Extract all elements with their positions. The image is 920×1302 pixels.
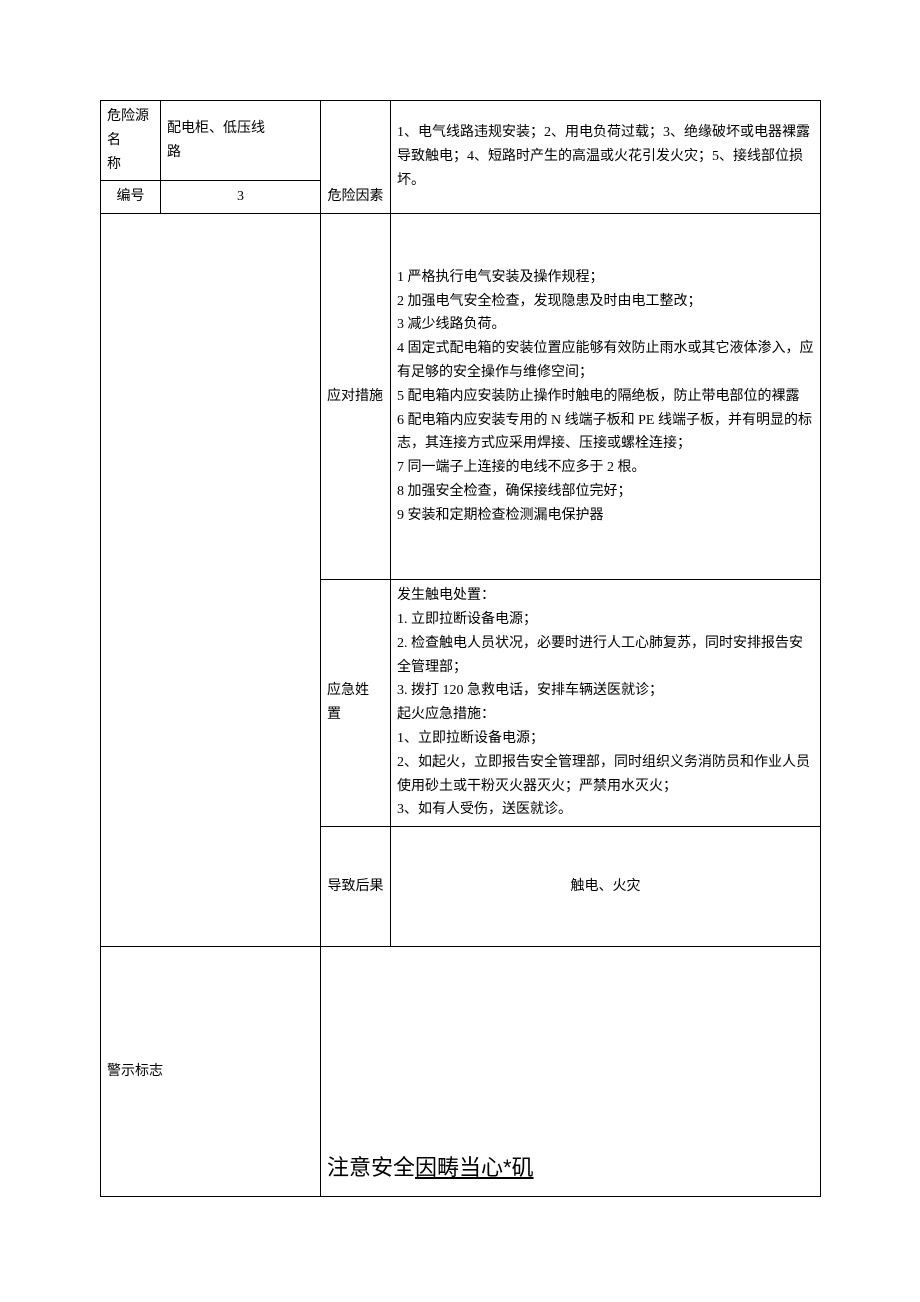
hazard-table: 危险源名 称 配电柜、低压线 路 危险因素 1、电气线路违规安装；2、用电负荷过… [100, 100, 821, 1197]
value-consequence: 触电、火灾 [391, 827, 821, 947]
value-hazard-id: 3 [161, 181, 321, 214]
label-consequence: 导致后果 [321, 827, 391, 947]
label-countermeasure: 应对措施 [321, 214, 391, 580]
row-warning-sign: 警示标志 注意安全因畴当心*矶 [101, 947, 821, 1197]
row-countermeasure: 应对措施 1 严格执行电气安装及操作规程； 2 加强电气安全检查，发现隐患及时由… [101, 214, 821, 580]
warning-text-part-a: 注意安全 [327, 1155, 415, 1180]
value-emergency: 发生触电处置： 1. 立即拉断设备电源； 2. 检查触电人员状况，必要时进行人工… [391, 580, 821, 827]
label-hazard-id: 编号 [101, 181, 161, 214]
countermeasure-text-clip: 1 严格执行电气安装及操作规程； 2 加强电气安全检查，发现隐患及时由电工整改；… [397, 266, 814, 528]
value-countermeasure: 1 严格执行电气安装及操作规程； 2 加强电气安全检查，发现隐患及时由电工整改；… [391, 214, 821, 580]
blank-left-span [101, 214, 321, 947]
value-risk-factor: 1、电气线路违规安装；2、用电负荷过载；3、绝缘破坏或电器裸露导致触电；4、短路… [391, 101, 821, 214]
warning-sign-text: 注意安全因畴当心*矶 [327, 1155, 534, 1180]
label-emergency: 应急姓 置 [321, 580, 391, 827]
label-warning-sign: 警示标志 [101, 947, 321, 1197]
label-risk-factor: 危险因素 [321, 101, 391, 214]
label-hazard-name: 危险源名 称 [101, 101, 161, 181]
value-warning-sign: 注意安全因畴当心*矶 [321, 947, 821, 1197]
document-page: 危险源名 称 配电柜、低压线 路 危险因素 1、电气线路违规安装；2、用电负荷过… [100, 100, 820, 1197]
value-hazard-name: 配电柜、低压线 路 [161, 101, 321, 181]
warning-text-part-b: 因畴当心*矶 [415, 1155, 534, 1180]
row-hazard-name: 危险源名 称 配电柜、低压线 路 危险因素 1、电气线路违规安装；2、用电负荷过… [101, 101, 821, 181]
